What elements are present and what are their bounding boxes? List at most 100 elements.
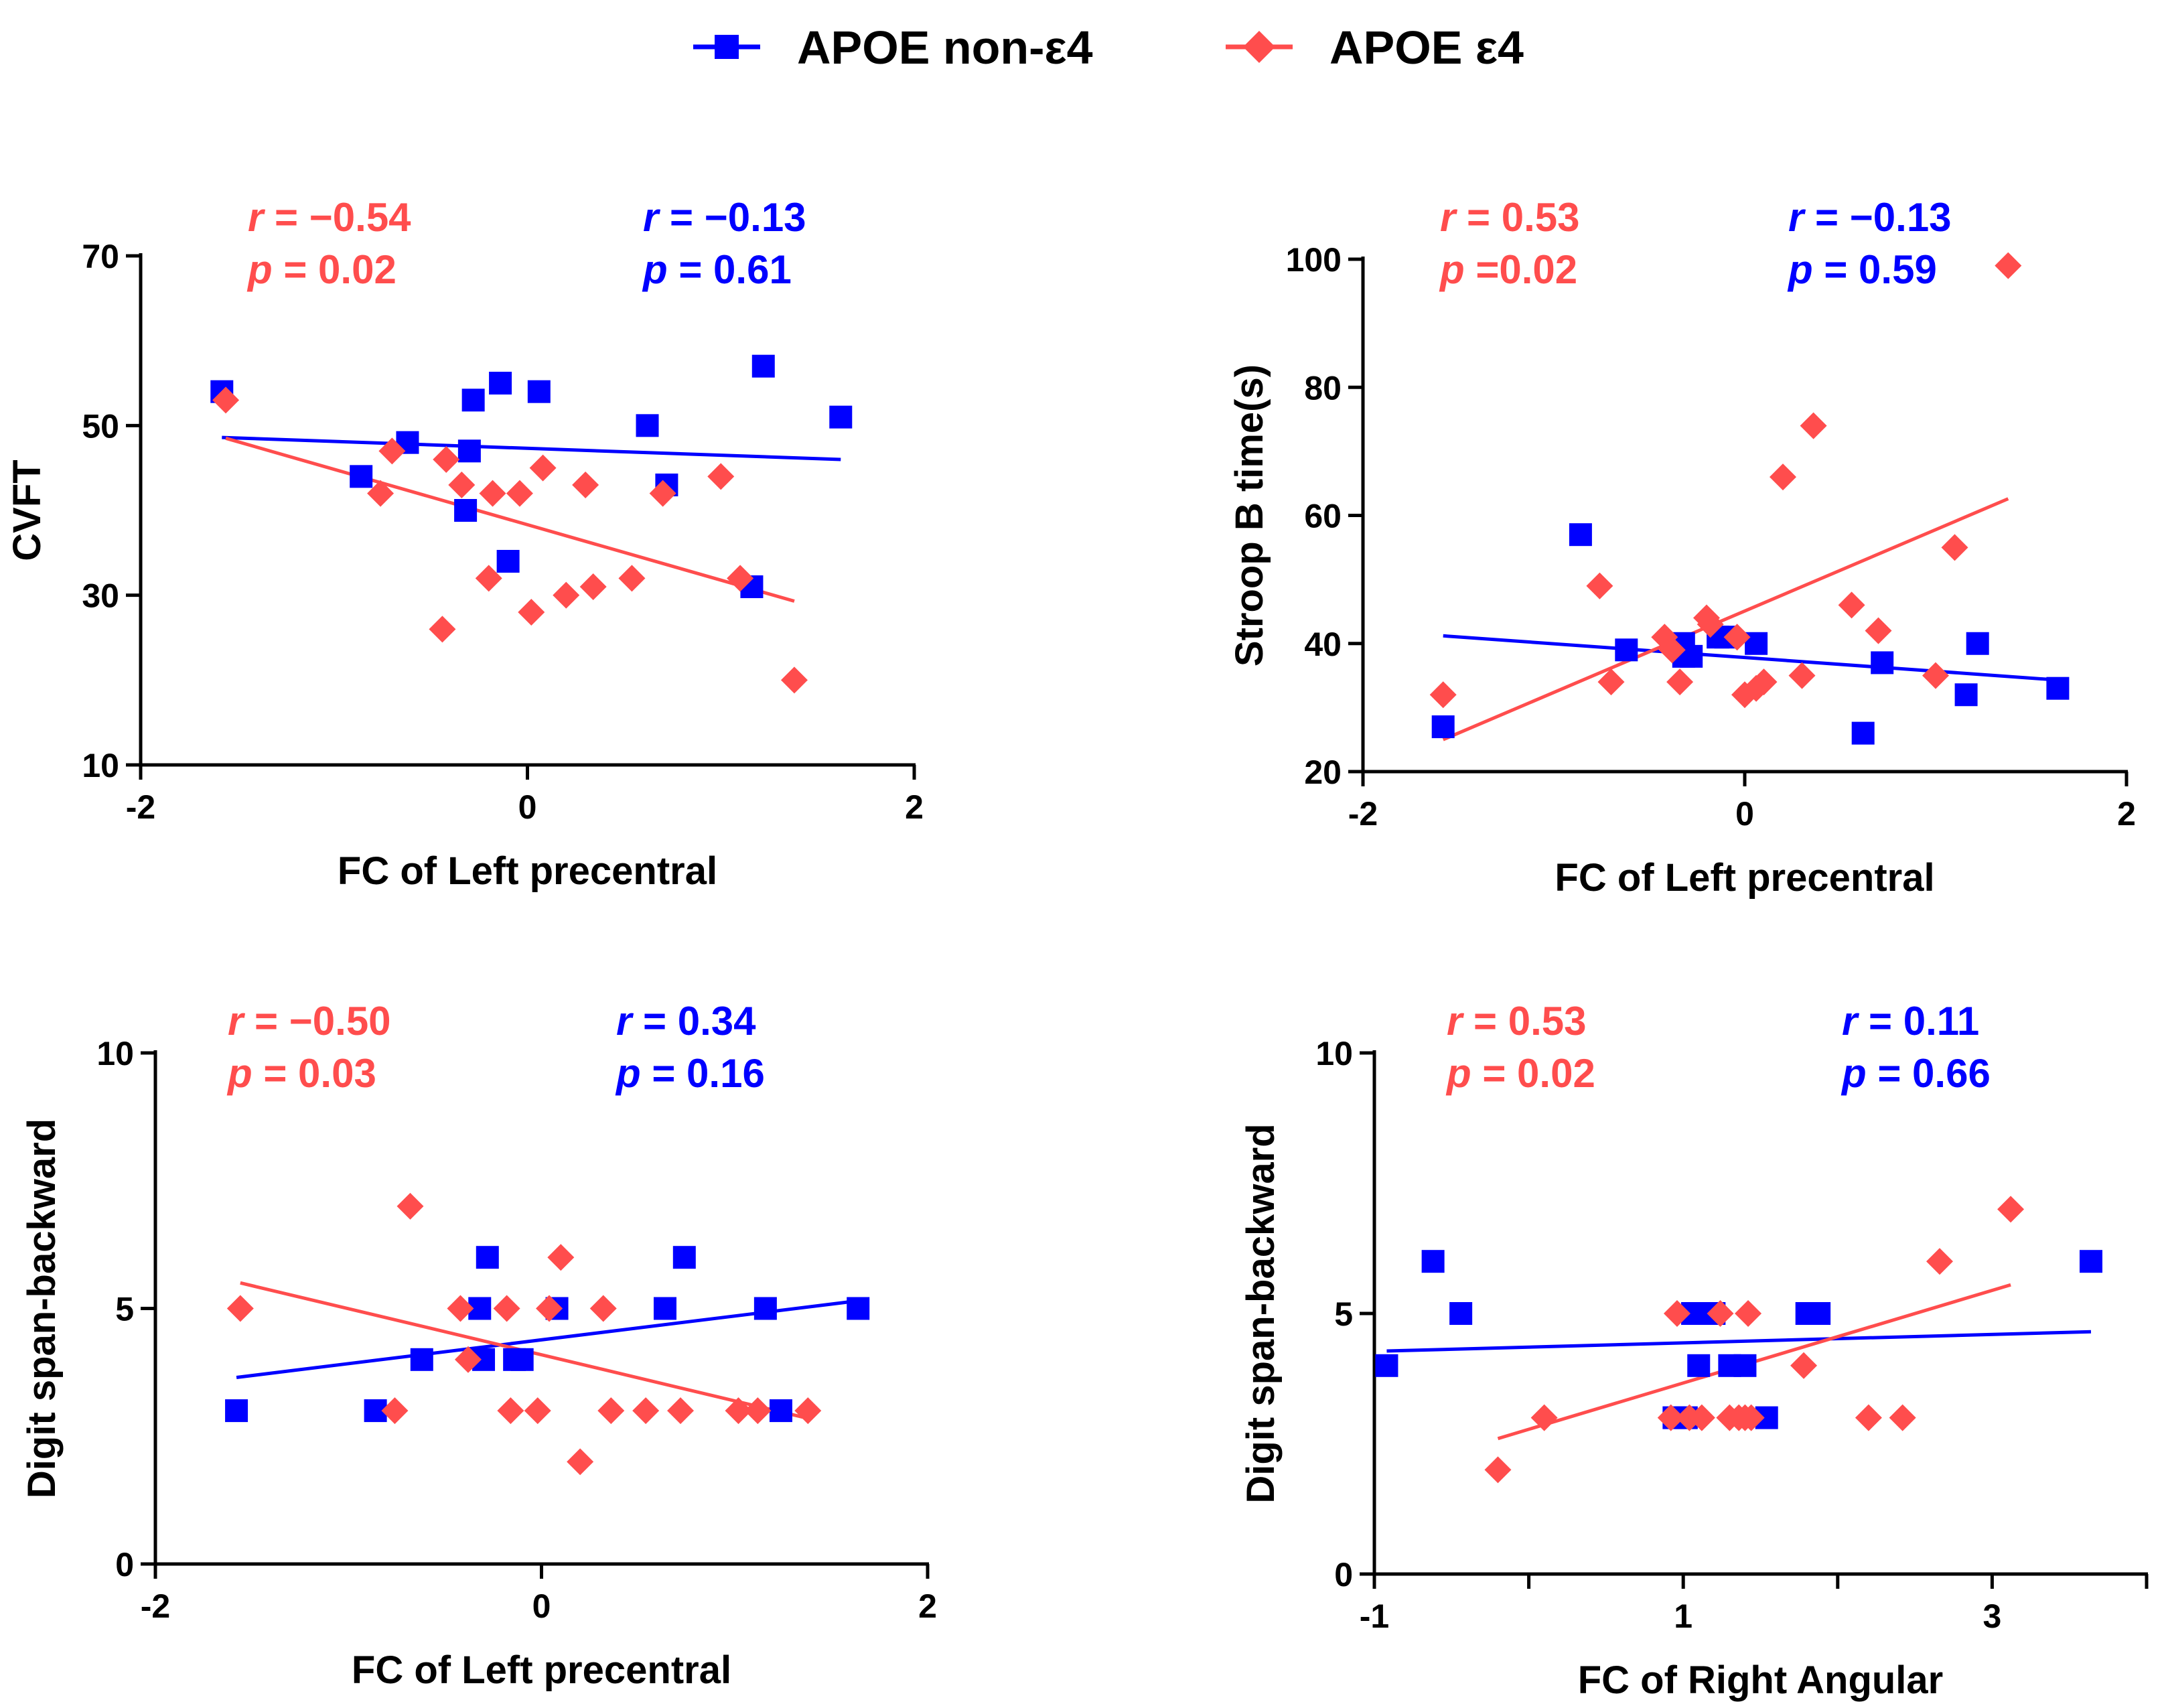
point-e4 — [1790, 1352, 1818, 1379]
stat-non-e4-p-symbol: p — [642, 247, 668, 292]
point-non-e4 — [753, 1297, 777, 1320]
point-e4 — [1693, 604, 1720, 632]
point-e4 — [536, 1295, 563, 1322]
point-e4 — [448, 472, 476, 498]
point-non-e4 — [1954, 683, 1978, 707]
point-non-e4 — [847, 1297, 870, 1320]
point-e4 — [381, 1397, 409, 1425]
y-axis-title: Stroop B time(s) — [1228, 364, 1271, 666]
point-e4 — [397, 1192, 424, 1220]
stat-non-e4-p-symbol: p — [1787, 247, 1813, 292]
point-non-e4 — [527, 380, 551, 403]
fit-line-e4 — [1442, 497, 2009, 741]
point-e4 — [1770, 464, 1796, 491]
point-e4 — [780, 666, 808, 694]
point-e4 — [1838, 591, 1865, 619]
point-e4 — [618, 565, 646, 592]
stat-e4-p: p = 0.02 — [1445, 1051, 1595, 1096]
stat-e4-r: r = 0.53 — [1440, 195, 1580, 240]
stat-non-e4-r-value: = 0.11 — [1857, 999, 1979, 1044]
stat-e4-p-value: =0.02 — [1465, 247, 1578, 292]
x-tick-label: 0 — [532, 1587, 551, 1625]
stat-e4-p-symbol: p — [1445, 1051, 1471, 1096]
point-e4 — [667, 1397, 695, 1425]
stat-non-e4-r-value: = 0.34 — [632, 999, 756, 1044]
point-e4 — [226, 1295, 254, 1322]
y-tick-label: 10 — [1315, 1035, 1353, 1072]
y-tick-label: 70 — [82, 238, 119, 275]
stat-non-e4-r: r = −0.13 — [643, 195, 806, 240]
y-tick-label: 100 — [1286, 241, 1342, 279]
point-e4 — [1750, 668, 1778, 696]
point-e4 — [1800, 412, 1827, 439]
stat-non-e4-p-value: = 0.59 — [1813, 247, 1937, 292]
point-non-e4 — [496, 550, 520, 573]
x-axis-title: FC of Left precentral — [338, 849, 717, 893]
point-e4 — [1663, 1300, 1690, 1327]
point-non-e4 — [350, 465, 373, 488]
stat-non-e4-p: p = 0.66 — [1841, 1051, 1991, 1096]
point-non-e4 — [1615, 638, 1638, 662]
point-e4 — [1657, 1404, 1684, 1431]
point-e4 — [1997, 1196, 2025, 1223]
point-e4 — [1926, 1248, 1953, 1275]
point-e4 — [547, 1244, 575, 1271]
point-e4 — [1865, 617, 1892, 644]
y-tick-label: 80 — [1304, 369, 1342, 407]
stat-e4-p: p =0.02 — [1439, 247, 1577, 292]
fit-line-e4 — [225, 436, 795, 603]
fit-line-non_e4 — [1443, 634, 2058, 682]
stat-non-e4-r: r = 0.34 — [616, 999, 756, 1044]
point-e4 — [475, 565, 502, 592]
legend-label-1: APOE ε4 — [1329, 21, 1524, 74]
y-axis-title: Digit span-backward — [20, 1119, 64, 1498]
point-non-e4 — [653, 1297, 676, 1320]
point-e4 — [1788, 662, 1816, 689]
point-non-e4 — [1569, 523, 1592, 547]
stat-non-e4-p: p = 0.61 — [642, 247, 792, 292]
point-non-e4 — [1687, 1354, 1711, 1377]
point-e4 — [493, 1295, 520, 1322]
point-non-e4 — [1871, 651, 1894, 674]
point-e4 — [1941, 534, 1968, 561]
stat-e4-p-value: = 0.03 — [253, 1051, 376, 1096]
point-e4 — [506, 480, 533, 507]
stat-e4-p: p = 0.03 — [226, 1051, 376, 1096]
stat-non-e4-r-value: = −0.13 — [1804, 195, 1951, 240]
point-non-e4 — [410, 1348, 433, 1371]
y-tick-label: 60 — [1304, 498, 1342, 535]
point-e4 — [1530, 1404, 1558, 1431]
legend-marker-square — [715, 35, 739, 59]
point-non-e4 — [225, 1399, 248, 1423]
point-e4 — [529, 454, 557, 482]
point-e4 — [744, 1397, 772, 1425]
point-non-e4 — [1733, 1354, 1757, 1377]
point-non-e4 — [672, 1246, 696, 1269]
y-tick-label: 0 — [115, 1546, 134, 1583]
point-e4 — [1707, 1300, 1734, 1327]
stat-e4-p-value: = 0.02 — [1471, 1051, 1595, 1096]
point-e4 — [579, 573, 607, 600]
point-non-e4 — [2079, 1250, 2102, 1273]
point-e4 — [1922, 662, 1949, 689]
x-axis-title: FC of Right Angular — [1578, 1658, 1944, 1702]
point-e4 — [725, 1397, 752, 1425]
point-e4 — [1995, 252, 2022, 279]
stat-e4-r-symbol: r — [1447, 999, 1465, 1044]
point-e4 — [447, 1295, 474, 1322]
y-tick-label: 5 — [115, 1291, 134, 1328]
point-non-e4 — [1808, 1302, 1831, 1325]
stat-non-e4-p-value: = 0.61 — [668, 247, 792, 292]
panel-stroop: 20 40 60 80 100 -2 0 2 FC of Left precentral Stro… — [1228, 195, 2136, 900]
y-tick-label: 0 — [1334, 1556, 1353, 1593]
point-e4 — [553, 581, 580, 609]
point-e4 — [212, 386, 240, 414]
y-tick-label: 40 — [1304, 626, 1342, 663]
stat-e4-r: r = 0.53 — [1447, 999, 1587, 1044]
panel-cvft: 10 30 50 70 -2 0 2 FC of Left precentral CVFT r =… — [5, 195, 924, 893]
point-e4 — [429, 616, 456, 643]
point-e4 — [589, 1295, 617, 1322]
point-e4 — [649, 480, 676, 507]
